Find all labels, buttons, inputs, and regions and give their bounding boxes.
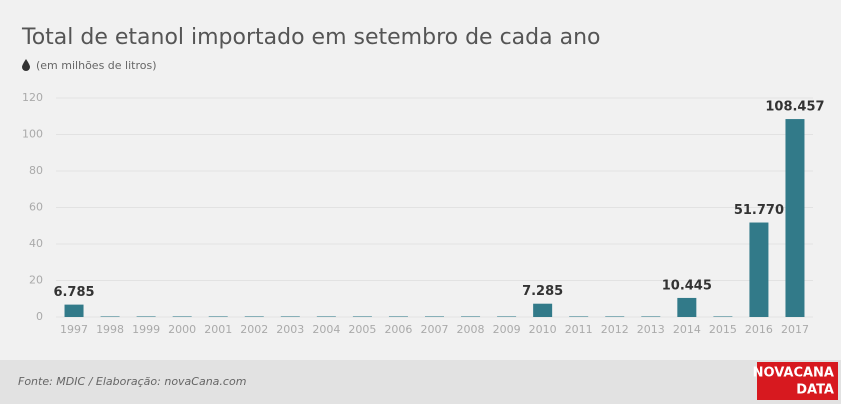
x-tick-label: 2010 <box>529 323 557 336</box>
bar <box>749 222 769 317</box>
x-tick-label: 2014 <box>673 323 701 336</box>
bar <box>677 297 697 317</box>
x-tick-label: 2011 <box>565 323 593 336</box>
x-tick-label: 2015 <box>709 323 737 336</box>
bar <box>569 316 589 317</box>
x-tick-label: 2013 <box>637 323 665 336</box>
x-tick-label: 2002 <box>240 323 268 336</box>
bar <box>641 316 661 317</box>
bar <box>497 316 517 317</box>
x-tick-label: 2005 <box>348 323 376 336</box>
bar <box>208 316 228 317</box>
y-tick-label: 100 <box>22 128 43 141</box>
bar <box>605 316 625 317</box>
y-tick-label: 40 <box>29 237 43 250</box>
value-label: 7.285 <box>522 284 563 299</box>
x-tick-label: 2012 <box>601 323 629 336</box>
chart-title: Total de etanol importado em setembro de… <box>21 25 600 50</box>
logo-text: DATA <box>796 383 834 398</box>
background <box>0 0 841 360</box>
bar <box>136 316 156 317</box>
bar <box>100 316 120 317</box>
bar <box>244 316 264 317</box>
bar <box>785 119 805 317</box>
bar <box>280 316 300 317</box>
bar <box>388 316 408 317</box>
bar <box>316 316 336 317</box>
bar <box>425 316 444 317</box>
x-tick-label: 1998 <box>96 323 124 336</box>
x-tick-label: 1997 <box>60 323 88 336</box>
logo-text: NOVACANA <box>753 366 834 381</box>
y-tick-label: 120 <box>22 91 43 104</box>
x-tick-label: 2001 <box>204 323 232 336</box>
x-tick-label: 1999 <box>132 323 160 336</box>
x-tick-label: 2008 <box>457 323 485 336</box>
y-tick-label: 0 <box>36 310 43 323</box>
value-label: 108.457 <box>765 100 824 115</box>
x-tick-label: 2017 <box>781 323 809 336</box>
x-tick-label: 2007 <box>421 323 449 336</box>
drop-icon <box>22 59 30 71</box>
x-tick-label: 2009 <box>493 323 521 336</box>
bar <box>172 316 192 317</box>
footer <box>0 360 841 404</box>
x-tick-label: 2004 <box>312 323 340 336</box>
y-tick-label: 60 <box>29 201 43 214</box>
value-label: 10.445 <box>662 278 712 293</box>
bar <box>64 304 84 317</box>
value-label: 6.785 <box>53 285 94 300</box>
source: Fonte: MDIC / Elaboração: novaCana.com <box>18 375 246 388</box>
x-tick-label: 2016 <box>745 323 773 336</box>
value-label: 51.770 <box>734 203 784 218</box>
bar <box>352 316 372 317</box>
x-tick-label: 2006 <box>384 323 412 336</box>
logo <box>757 362 838 400</box>
bar <box>461 316 481 317</box>
y-tick-label: 80 <box>29 164 43 177</box>
bar <box>533 303 553 317</box>
x-tick-label: 2003 <box>276 323 304 336</box>
bar <box>713 316 733 317</box>
chart-subtitle: (em milhões de litros) <box>36 59 157 72</box>
x-tick-label: 2000 <box>168 323 196 336</box>
y-tick-label: 20 <box>29 274 43 287</box>
